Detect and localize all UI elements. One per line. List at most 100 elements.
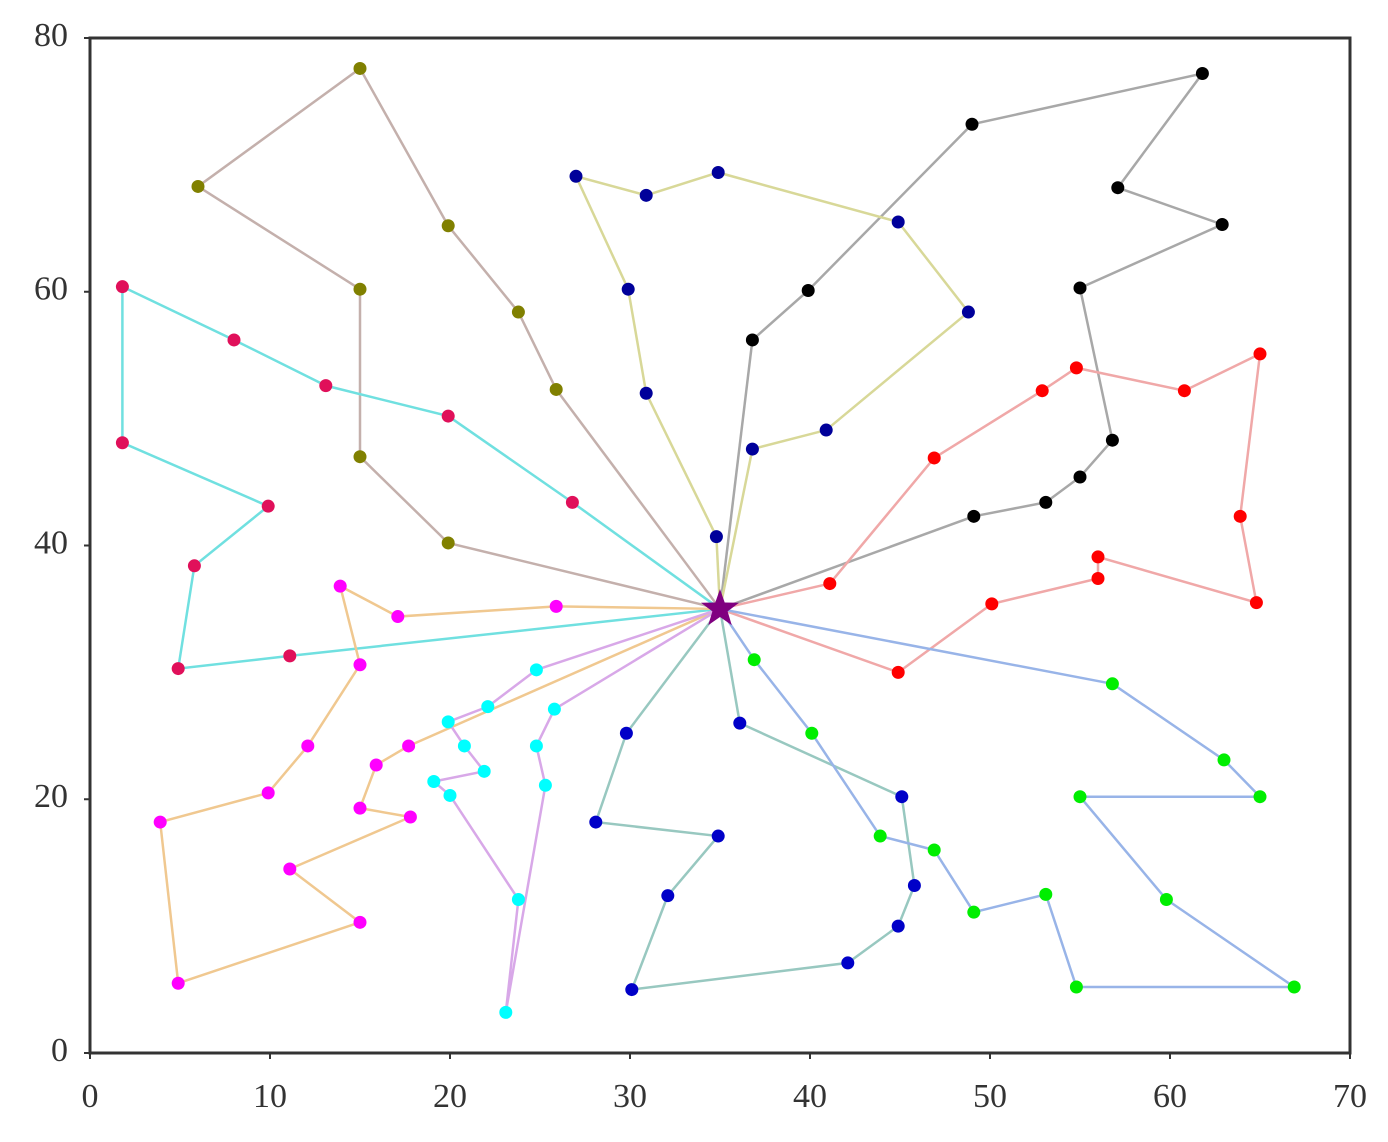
x-tick-label: 70 xyxy=(1333,1078,1367,1115)
customer-point xyxy=(625,983,639,997)
x-tick-label: 30 xyxy=(613,1078,647,1115)
customer-point xyxy=(529,663,543,677)
route-leg xyxy=(719,582,831,611)
customer-point xyxy=(1073,470,1087,484)
customer-point xyxy=(1069,361,1083,375)
customer-point xyxy=(538,778,552,792)
customer-point xyxy=(1215,218,1229,232)
customer-point xyxy=(1253,790,1267,804)
y-tick-label: 80 xyxy=(34,17,68,54)
customer-point xyxy=(301,739,315,753)
customer-point xyxy=(891,919,905,933)
x-tick-label: 10 xyxy=(253,1078,287,1115)
customer-point xyxy=(191,179,205,193)
x-tick-label: 0 xyxy=(82,1078,99,1115)
customer-point xyxy=(1039,495,1053,509)
customer-point xyxy=(1111,181,1125,195)
customer-point xyxy=(333,579,347,593)
customer-point xyxy=(457,739,471,753)
route-leg xyxy=(555,388,722,610)
route-leg xyxy=(289,607,721,658)
route-leg xyxy=(536,607,721,672)
customer-point xyxy=(661,889,675,903)
customer-point xyxy=(891,215,905,229)
customer-point xyxy=(621,282,635,296)
customer-point xyxy=(961,305,975,319)
customer-point xyxy=(403,810,417,824)
customer-point xyxy=(283,862,297,876)
route-leg xyxy=(718,608,742,724)
route-leg xyxy=(718,448,754,610)
customer-point xyxy=(1249,596,1263,610)
depot xyxy=(700,588,740,626)
customer-point xyxy=(1091,571,1105,585)
customer-point xyxy=(801,283,815,297)
customer-point xyxy=(569,169,583,183)
route-leg xyxy=(718,339,754,610)
customer-point xyxy=(967,905,981,919)
customer-point xyxy=(171,976,185,990)
customer-point xyxy=(1287,980,1301,994)
customer-point xyxy=(187,559,201,573)
route-line xyxy=(158,583,557,985)
customer-point xyxy=(965,117,979,131)
customer-point xyxy=(391,610,405,624)
customer-point xyxy=(1105,677,1119,691)
customer-point xyxy=(511,305,525,319)
customer-point xyxy=(1105,433,1119,447)
customer-point xyxy=(967,509,981,523)
customer-point xyxy=(1039,887,1053,901)
customer-point xyxy=(115,436,129,450)
customer-point xyxy=(1073,790,1087,804)
customer-point xyxy=(565,495,579,509)
y-tick-label: 40 xyxy=(34,524,68,561)
customer-point xyxy=(549,382,563,396)
customer-point xyxy=(402,739,416,753)
route-line xyxy=(828,351,1262,674)
customer-point xyxy=(261,786,275,800)
customer-point xyxy=(1195,67,1209,81)
customer-point xyxy=(171,662,185,676)
customer-point xyxy=(353,282,367,296)
customer-point xyxy=(443,788,457,802)
customer-point xyxy=(711,829,725,843)
customer-point xyxy=(499,1005,513,1019)
route-line xyxy=(431,668,556,1013)
x-tick-label: 60 xyxy=(1153,1078,1187,1115)
customer-point xyxy=(619,726,633,740)
plot-frame xyxy=(88,36,1352,1055)
customer-point xyxy=(511,892,525,906)
customer-point xyxy=(529,739,543,753)
customer-point xyxy=(927,843,941,857)
customer-point xyxy=(1035,384,1049,398)
customer-point xyxy=(1091,550,1105,564)
x-tick-label: 20 xyxy=(433,1078,467,1115)
y-tick-label: 0 xyxy=(51,1032,68,1069)
customer-point xyxy=(895,790,909,804)
route-leg xyxy=(408,607,721,748)
route-line xyxy=(121,284,574,670)
customer-point xyxy=(153,815,167,829)
y-tick-label: 20 xyxy=(34,778,68,815)
route-leg xyxy=(571,501,721,610)
customer-point xyxy=(891,665,905,679)
customer-point xyxy=(115,280,129,294)
route-line xyxy=(573,171,971,538)
y-tick-label: 60 xyxy=(34,271,68,308)
customer-point xyxy=(477,764,491,778)
customer-point xyxy=(319,379,333,393)
customer-point xyxy=(441,219,455,233)
customer-point xyxy=(353,801,367,815)
customer-point xyxy=(227,333,241,347)
customer-point xyxy=(907,879,921,893)
route-leg xyxy=(719,607,899,674)
customer-point xyxy=(353,915,367,929)
customer-point xyxy=(745,333,759,347)
customer-point xyxy=(819,423,833,437)
customer-point xyxy=(1069,980,1083,994)
customer-point xyxy=(1177,384,1191,398)
route-leg xyxy=(556,605,721,611)
customer-point xyxy=(709,530,723,544)
customer-point xyxy=(1253,347,1267,361)
